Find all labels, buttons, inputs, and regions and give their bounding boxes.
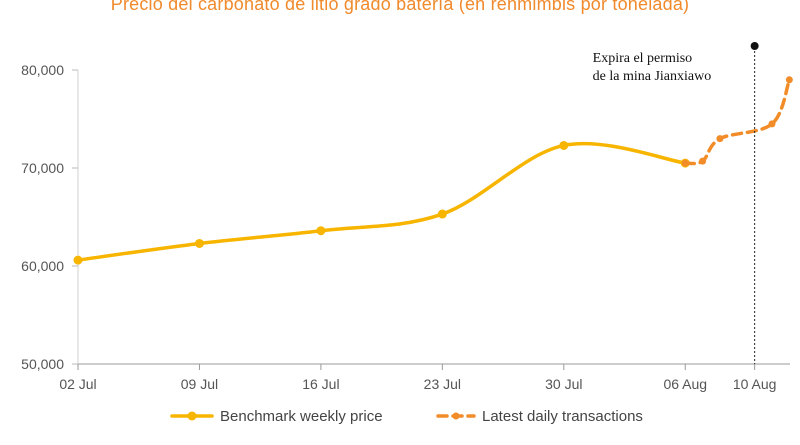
chart-title: Precio del carbonato de litio grado bate…: [110, 0, 690, 14]
series-point-0: [194, 238, 204, 248]
legend-marker-daily: [452, 412, 460, 420]
y-tick-label: 50,000: [21, 356, 64, 372]
series-point-1: [716, 135, 724, 143]
legend-label-benchmark: Benchmark weekly price: [220, 408, 383, 425]
series-point-1: [785, 76, 793, 84]
annotation-text: Expira el permiso: [593, 51, 693, 66]
y-tick-label: 70,000: [21, 160, 64, 176]
x-tick-label: 02 Jul: [59, 376, 96, 392]
series-point-0: [437, 209, 447, 219]
series-point-1: [681, 159, 689, 167]
x-tick-label: 23 Jul: [424, 376, 461, 392]
x-tick-label: 09 Jul: [181, 376, 218, 392]
x-tick-label: 06 Aug: [663, 376, 707, 392]
series-point-0: [316, 226, 326, 236]
series-point-0: [559, 140, 569, 150]
series-point-1: [768, 120, 776, 128]
legend-marker-benchmark: [187, 411, 197, 421]
x-tick-label: 30 Jul: [545, 376, 582, 392]
legend-label-daily: Latest daily transactions: [482, 408, 643, 425]
annotation-marker: [750, 42, 759, 50]
y-tick-label: 60,000: [21, 258, 64, 274]
y-tick-label: 80,000: [21, 62, 64, 78]
x-tick-label: 10 Aug: [733, 376, 777, 392]
series-line-0: [76, 141, 687, 262]
annotation-text: de la mina Jianxiawo: [593, 69, 712, 84]
series-point-0: [73, 255, 83, 265]
x-tick-label: 16 Jul: [302, 376, 339, 392]
series-point-1: [699, 157, 707, 165]
